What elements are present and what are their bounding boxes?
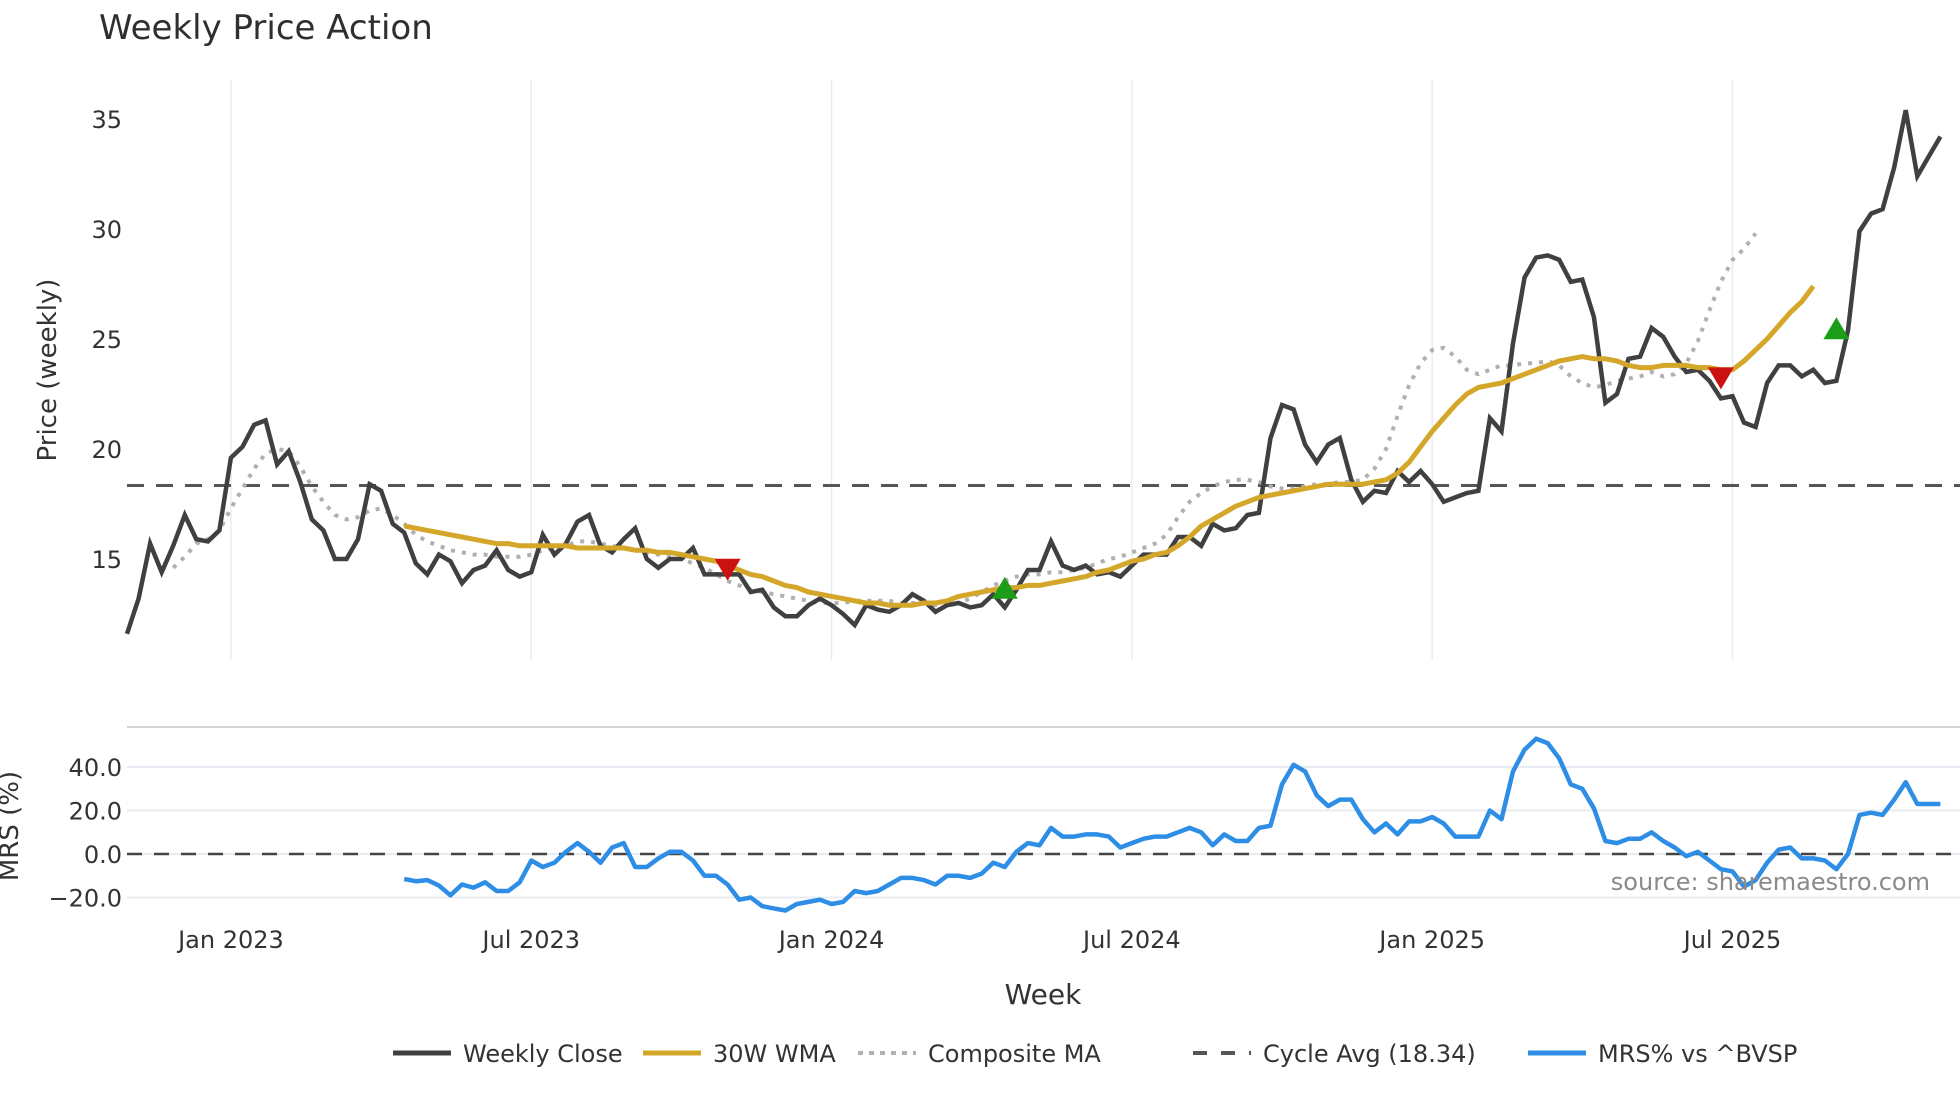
legend-label: Cycle Avg (18.34) [1263, 1040, 1476, 1068]
price-y-axis-label: Price (weekly) [33, 279, 63, 462]
price-y-tick: 15 [91, 546, 122, 574]
mrs-y-axis: −20.0 0.0 20.0 40.0 [48, 754, 122, 913]
price-y-tick: 30 [91, 216, 122, 244]
x-axis: Jan 2023 Jul 2023 Jan 2024 Jul 2024 Jan 2025… [176, 926, 1781, 954]
legend-item[interactable]: MRS% vs ^BVSP [1528, 1040, 1797, 1068]
x-tick-label: Jul 2023 [480, 926, 580, 954]
buy-signal-triangle-up-icon [1823, 317, 1850, 340]
x-tick-label: Jan 2025 [1377, 926, 1485, 954]
legend-item[interactable]: Weekly Close [393, 1040, 623, 1068]
sell-signal-triangle-down-icon [1707, 367, 1734, 390]
price-y-axis: 15 20 25 30 35 [91, 106, 122, 574]
buy-signal-triangle-up-icon [991, 576, 1018, 599]
mrs-y-tick: 0.0 [84, 841, 122, 869]
mrs-y-tick: 20.0 [69, 798, 122, 826]
signal-markers [714, 317, 1850, 599]
legend-item[interactable]: 30W WMA [643, 1040, 836, 1068]
legend-label: Weekly Close [463, 1040, 623, 1068]
x-tick-label: Jan 2024 [777, 926, 885, 954]
mrs-y-tick: 40.0 [69, 754, 122, 782]
mrs-y-axis-label: MRS (%) [0, 771, 25, 881]
legend-label: 30W WMA [713, 1040, 836, 1068]
chart-title: Weekly Price Action [99, 8, 433, 48]
price-y-tick: 25 [91, 326, 122, 354]
weekly-close-line [124, 109, 1943, 635]
price-y-tick: 20 [91, 436, 122, 464]
price-y-tick: 35 [91, 106, 122, 134]
x-tick-label: Jan 2023 [176, 926, 284, 954]
source-watermark: source: sharemaestro.com [1611, 868, 1930, 896]
legend-label: MRS% vs ^BVSP [1598, 1040, 1797, 1068]
wma-30w-line [403, 284, 1816, 608]
x-tick-label: Jul 2024 [1081, 926, 1181, 954]
legend-label: Composite MA [928, 1040, 1101, 1068]
sell-signal-triangle-down-icon [714, 558, 741, 581]
x-axis-label: Week [1005, 978, 1082, 1011]
mrs-line [403, 736, 1941, 913]
mrs-y-tick: −20.0 [48, 885, 122, 913]
x-tick-label: Jul 2025 [1682, 926, 1782, 954]
legend: Weekly Close 30W WMA Composite MA Cycle Avg… [393, 1040, 1797, 1068]
legend-item[interactable]: Composite MA [858, 1040, 1101, 1068]
legend-item[interactable]: Cycle Avg (18.34) [1193, 1040, 1476, 1068]
